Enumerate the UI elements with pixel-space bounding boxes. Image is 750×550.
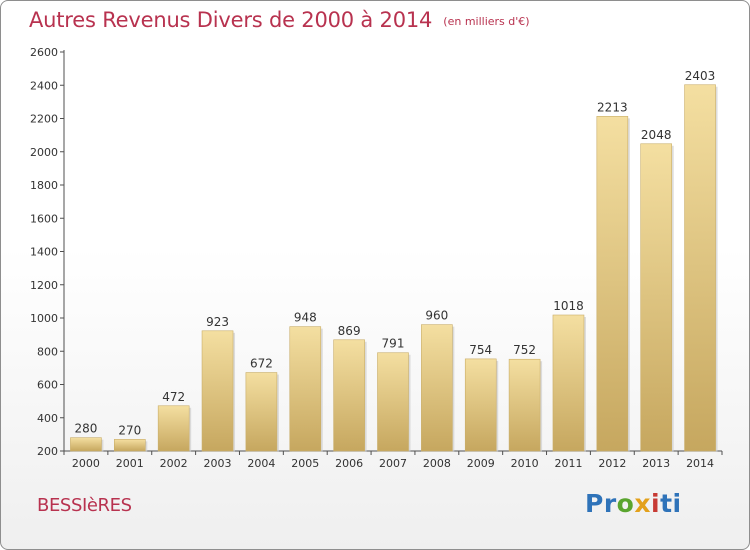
x-tick-label: 2010 (511, 457, 539, 470)
y-tick-label: 1800 (30, 179, 58, 192)
bar-value-label: 791 (382, 337, 405, 351)
y-tick-label: 200 (37, 445, 58, 458)
x-tick-label: 2014 (686, 457, 714, 470)
y-tick-label: 2000 (30, 146, 58, 159)
bar-value-label: 754 (469, 343, 492, 357)
bar-value-label: 2213 (597, 100, 628, 114)
chart-unit: (en milliers d'€) (443, 15, 530, 28)
bar (421, 324, 453, 452)
bar (684, 84, 716, 452)
x-tick-label: 2005 (291, 457, 319, 470)
bar (508, 358, 541, 452)
bar-value-label: 923 (206, 315, 229, 329)
x-tick-label: 2000 (72, 457, 100, 470)
x-tick-label: 2006 (335, 457, 363, 470)
y-tick-label: 2200 (30, 113, 58, 126)
bar-value-label: 280 (74, 422, 97, 436)
chart-title: Autres Revenus Divers de 2000 à 2014 (en… (29, 8, 530, 32)
bar-value-label: 2048 (641, 128, 672, 142)
bar (201, 330, 234, 452)
bar-value-label: 960 (425, 309, 448, 323)
bar (333, 339, 365, 452)
x-tick-label: 2009 (467, 457, 495, 470)
y-tick-label: 2400 (30, 79, 58, 92)
logo-letter: i (672, 489, 682, 518)
bar-value-label: 672 (250, 357, 273, 371)
bar (377, 352, 409, 452)
x-tick-label: 2012 (598, 457, 626, 470)
y-tick-label: 800 (37, 345, 58, 358)
bar-value-label: 1018 (553, 299, 584, 313)
logo-letter: t (660, 489, 673, 518)
bar (640, 143, 673, 452)
chart-title-text: Autres Revenus Divers de 2000 à 2014 (29, 8, 433, 32)
bar-value-label: 948 (294, 311, 317, 325)
bar-value-label: 752 (513, 343, 536, 357)
x-tick-label: 2001 (116, 457, 144, 470)
logo-letter: i (651, 489, 661, 518)
x-tick-label: 2008 (423, 457, 451, 470)
bar (157, 405, 190, 452)
x-tick-label: 2007 (379, 457, 407, 470)
bar (464, 358, 497, 452)
bar (289, 326, 322, 452)
logo-letter: r (603, 489, 617, 518)
bar (245, 372, 278, 452)
bar (70, 437, 102, 452)
bar-value-label: 472 (162, 390, 185, 404)
y-tick-label: 2600 (30, 46, 58, 59)
x-tick-label: 2002 (160, 457, 188, 470)
x-tick-label: 2013 (642, 457, 670, 470)
x-tick-label: 2004 (247, 457, 275, 470)
y-tick-label: 1600 (30, 212, 58, 225)
bar-value-label: 869 (338, 324, 361, 338)
y-tick-label: 1200 (30, 279, 58, 292)
commune-name: BESSIèRES (37, 495, 132, 516)
bar (114, 439, 146, 452)
proxiti-logo: Proxiti (585, 489, 682, 518)
logo-letter: o (616, 489, 635, 518)
bar (596, 116, 629, 452)
y-tick-label: 1400 (30, 246, 58, 259)
x-tick-label: 2003 (204, 457, 232, 470)
y-tick-label: 1000 (30, 312, 58, 325)
logo-letter: x (634, 489, 651, 518)
bar-value-label: 270 (118, 423, 141, 437)
bar-value-label: 2403 (685, 69, 716, 83)
y-tick-label: 400 (37, 412, 58, 425)
logo-letter: P (585, 489, 604, 518)
x-tick-label: 2011 (554, 457, 582, 470)
y-tick-label: 600 (37, 379, 58, 392)
bar (552, 314, 585, 452)
